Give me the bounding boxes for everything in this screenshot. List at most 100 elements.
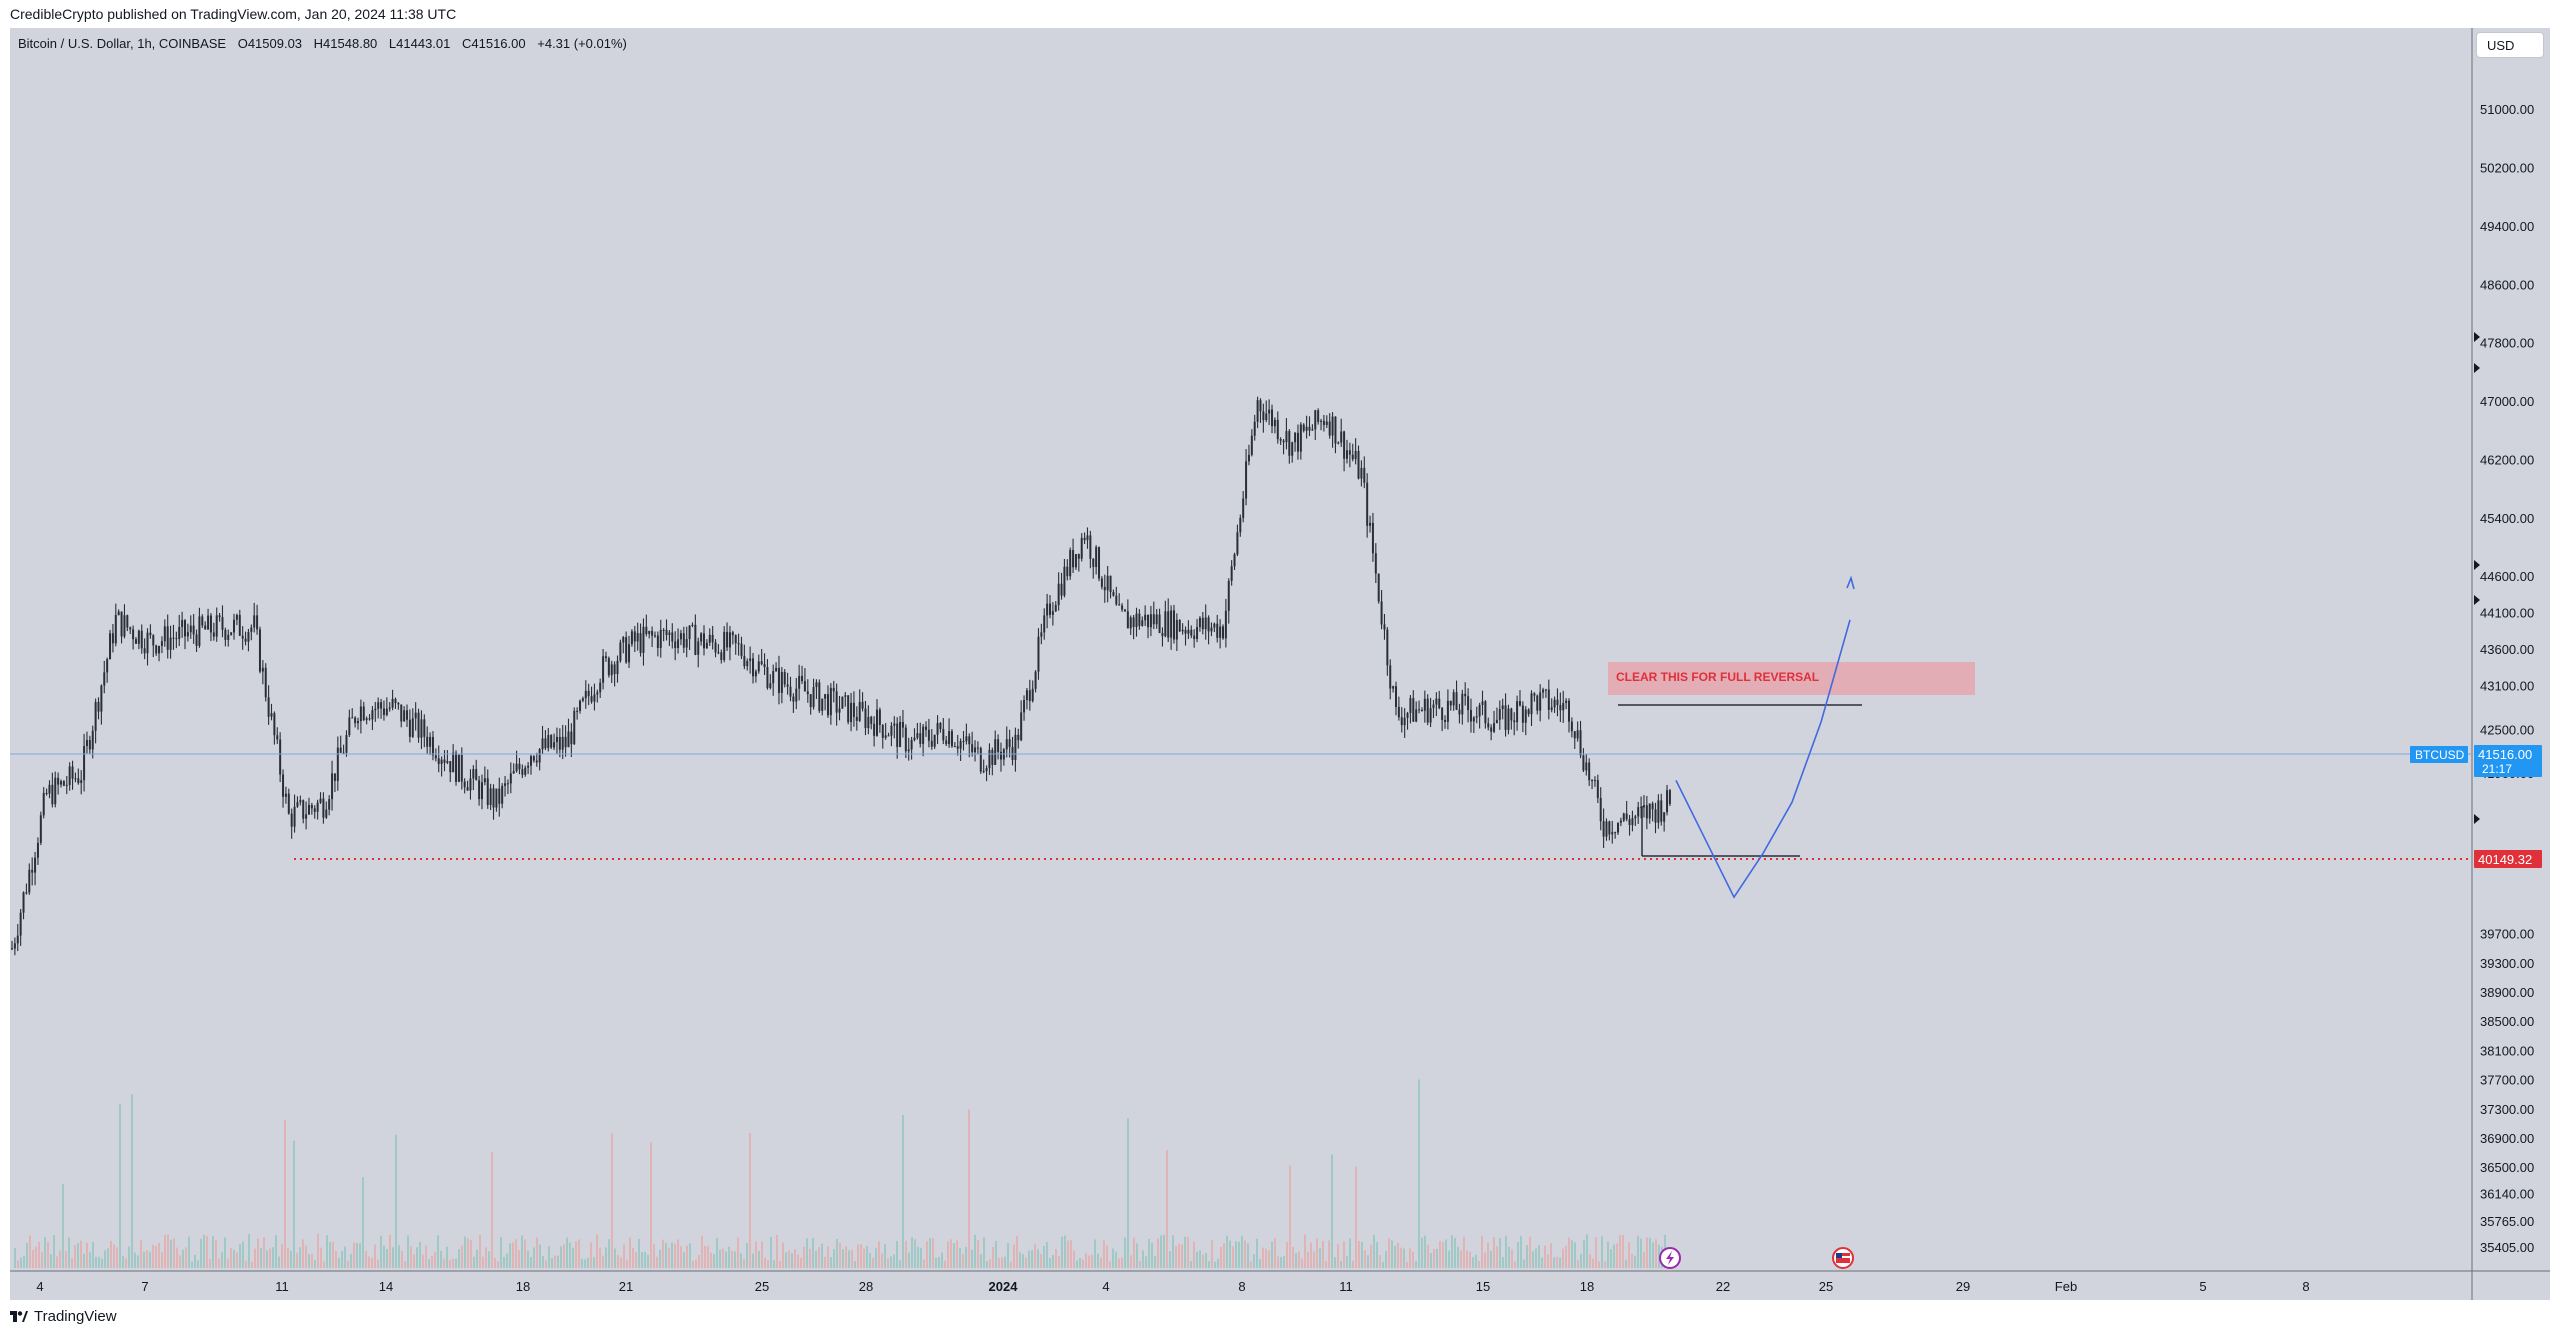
volume-bar xyxy=(1139,1260,1141,1268)
candle-body xyxy=(726,631,729,648)
volume-bar xyxy=(1358,1240,1360,1268)
volume-bar xyxy=(497,1261,499,1268)
volume-bar xyxy=(1130,1255,1132,1268)
candle-body xyxy=(169,637,172,650)
candle-body xyxy=(149,632,152,636)
volume-bar xyxy=(1445,1239,1447,1268)
volume-bar xyxy=(389,1234,391,1268)
volume-bar xyxy=(83,1253,85,1268)
time-axis[interactable]: 4 7 11 14 18 21 25 28 2024 4 8 11 15 18 22 25 29 Feb 5 8 xyxy=(36,1279,2309,1294)
candle-body xyxy=(290,813,293,827)
volume-bar xyxy=(689,1243,691,1268)
volume-bar xyxy=(1211,1240,1213,1268)
volume-bar xyxy=(683,1252,685,1268)
volume-bar xyxy=(731,1250,733,1268)
candle-body xyxy=(209,615,212,633)
candle-body xyxy=(703,633,705,649)
candle-body xyxy=(795,688,798,702)
candle-body xyxy=(218,615,221,618)
symbol-title[interactable]: Bitcoin / U.S. Dollar, 1h, COINBASE xyxy=(18,36,227,51)
candle-body xyxy=(1426,698,1429,723)
candle-body xyxy=(728,632,731,648)
candle-body xyxy=(397,702,400,705)
volume-bar xyxy=(605,1247,607,1268)
candle-body xyxy=(576,710,579,712)
candle-body xyxy=(1196,627,1199,640)
volume-bar xyxy=(1349,1238,1351,1268)
candle-body xyxy=(1198,617,1201,628)
volume-bar xyxy=(785,1252,787,1268)
candle-body xyxy=(1464,693,1467,697)
price-tick: 39700.00 xyxy=(2480,927,2534,942)
volume-bar xyxy=(419,1242,421,1268)
support-price-label: 40149.32 xyxy=(2478,852,2532,867)
candle-body xyxy=(1132,617,1135,627)
volume-bar xyxy=(668,1247,670,1268)
lightning-icon-glyph xyxy=(1666,1251,1674,1265)
volume-bar xyxy=(773,1260,775,1268)
candle-body xyxy=(965,736,968,742)
volume-bar xyxy=(1451,1235,1453,1268)
volume-bar xyxy=(512,1242,514,1268)
candle-body xyxy=(357,721,359,724)
volume-bar xyxy=(818,1247,820,1268)
price-tick: 50200.00 xyxy=(2480,161,2534,176)
volume-bar xyxy=(1613,1244,1615,1268)
volume-bar xyxy=(560,1246,562,1268)
candle-body xyxy=(515,763,518,772)
time-tick: 25 xyxy=(1819,1279,1833,1294)
candle-body xyxy=(881,724,884,738)
volume-bar xyxy=(746,1243,748,1268)
volume-bar xyxy=(1601,1236,1603,1268)
volume-bar xyxy=(230,1247,232,1268)
price-tick: 38500.00 xyxy=(2480,1014,2534,1029)
volume-bar xyxy=(1649,1237,1651,1268)
volume-bar xyxy=(941,1252,943,1268)
price-tick: 43600.00 xyxy=(2480,642,2534,657)
volume-bar xyxy=(1352,1260,1354,1268)
volume-bar xyxy=(134,1252,136,1268)
price-axis[interactable]: 51000.00 50200.00 49400.00 48600.00 47800.00… xyxy=(2480,102,2534,1255)
candle-body xyxy=(541,738,544,750)
candle-body xyxy=(365,718,368,721)
candle-body xyxy=(1435,698,1438,705)
volume-bar xyxy=(653,1244,655,1268)
projection-path[interactable] xyxy=(1675,619,1851,899)
chart-pane[interactable] xyxy=(10,28,2550,1300)
volume-bar xyxy=(1088,1255,1090,1268)
volume-bar xyxy=(1103,1240,1105,1268)
currency-button[interactable]: USD xyxy=(2476,32,2544,58)
candle-body xyxy=(406,710,409,720)
volume-bar xyxy=(1055,1248,1057,1268)
candle-body xyxy=(1444,720,1447,722)
candle-body xyxy=(166,626,169,650)
volume-bar xyxy=(245,1260,247,1268)
volume-bar xyxy=(1193,1241,1195,1268)
candle-body xyxy=(1149,614,1152,628)
volume-bar xyxy=(620,1257,622,1268)
candle-body xyxy=(1357,450,1360,479)
candle-body xyxy=(1415,709,1418,722)
resistance-zone[interactable] xyxy=(1608,662,1975,695)
candle-body xyxy=(374,708,377,711)
candle-body xyxy=(146,632,149,654)
volume-bar xyxy=(1064,1235,1066,1268)
candle-body xyxy=(120,611,123,637)
candle-body xyxy=(1086,535,1089,541)
candle-body xyxy=(57,777,60,785)
volume-bar xyxy=(1604,1261,1606,1268)
candle-body xyxy=(564,736,567,748)
volume-bar xyxy=(1517,1242,1519,1268)
volume-bar xyxy=(1091,1254,1093,1268)
candle-body xyxy=(1181,629,1184,632)
candle-body xyxy=(763,664,766,668)
volume-bar xyxy=(1409,1248,1411,1268)
candle-body xyxy=(354,717,357,724)
candle-body xyxy=(570,731,573,745)
footer-brand[interactable]: TradingView xyxy=(10,1308,117,1325)
volume-bar xyxy=(395,1134,397,1268)
volume-bar xyxy=(665,1242,667,1268)
volume-bar xyxy=(104,1250,106,1268)
candle-body xyxy=(1271,409,1274,427)
